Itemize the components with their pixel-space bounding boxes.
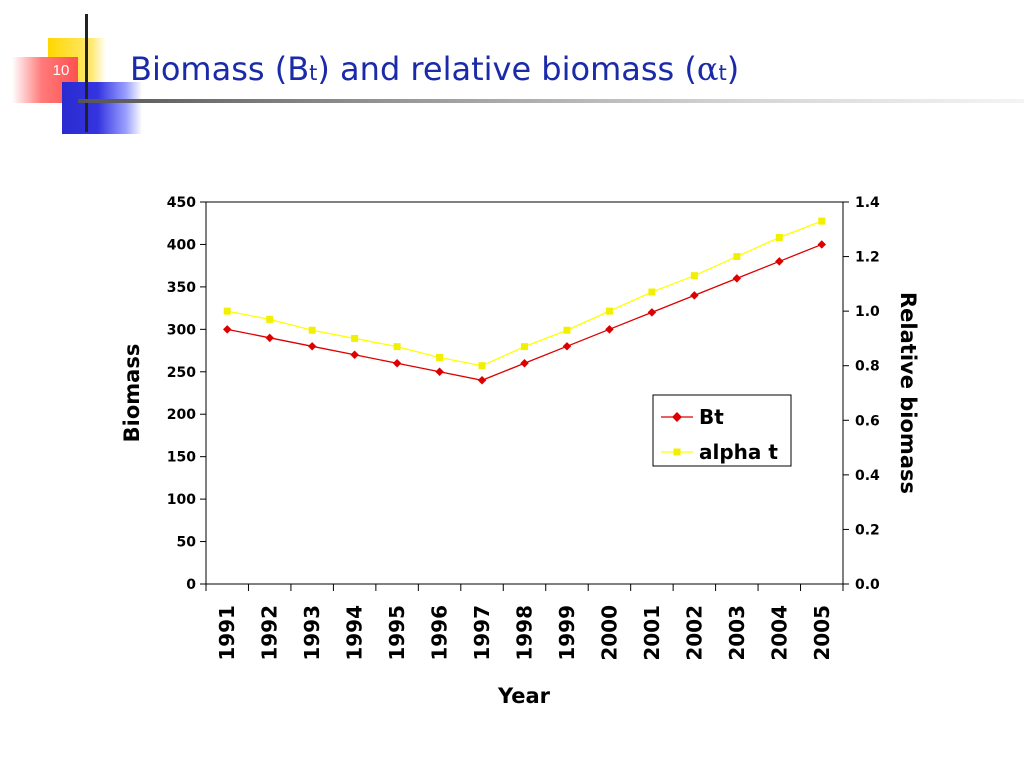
y2-tick-label: 0.6 bbox=[855, 413, 880, 429]
alpha-t-point bbox=[223, 307, 231, 315]
y-tick-label: 50 bbox=[177, 535, 197, 551]
x-tick-label: 1995 bbox=[385, 605, 409, 661]
y-tick-label: 350 bbox=[167, 280, 196, 296]
y2-tick-label: 0.8 bbox=[855, 359, 880, 375]
alpha-t-point bbox=[818, 217, 826, 225]
y2-tick-label: 0.2 bbox=[855, 522, 880, 538]
series-layer bbox=[222, 217, 827, 385]
x-tick-label: 2002 bbox=[682, 605, 706, 661]
y2-tick-label: 0.4 bbox=[855, 468, 880, 484]
alpha-t-point bbox=[605, 307, 613, 315]
y-tick-label: 300 bbox=[167, 322, 196, 338]
title-subscript-t2: t bbox=[718, 61, 727, 85]
alpha-t-point bbox=[733, 253, 741, 261]
y2-tick-label: 1.2 bbox=[855, 250, 880, 266]
alpha-t-point bbox=[308, 326, 316, 334]
alpha-t-point bbox=[775, 233, 783, 241]
alpha-t-point bbox=[478, 362, 486, 370]
x-axis: 1991 1992 1993 1994 1995 1996 1997 1998 1999 2000… bbox=[205, 584, 844, 661]
decoration-blue-square bbox=[62, 82, 142, 134]
slide-title: Biomass (Bt) and relative biomass (αt) bbox=[130, 50, 739, 88]
right-axis: 0.0 0.2 0.4 0.6 0.8 1.0 1.2 1.4 bbox=[843, 195, 880, 593]
bt-point bbox=[817, 240, 827, 249]
title-text-suffix: ) bbox=[726, 50, 740, 88]
bt-point bbox=[222, 325, 232, 334]
x-tick-label: 1999 bbox=[555, 605, 579, 661]
y-tick-label: 250 bbox=[167, 365, 196, 381]
y-tick-label: 150 bbox=[167, 450, 196, 466]
bt-point bbox=[605, 325, 614, 334]
bt-point bbox=[562, 342, 572, 351]
y-tick-label: 0 bbox=[186, 577, 196, 593]
left-axis: 0 50 100 150 200 250 300 350 400 450 bbox=[167, 195, 206, 593]
y-tick-label: 100 bbox=[167, 492, 196, 508]
legend-label-alpha: alpha t bbox=[699, 440, 778, 464]
legend-marker-alpha bbox=[673, 448, 681, 456]
bt-point bbox=[520, 359, 529, 368]
alpha-t-point bbox=[648, 288, 656, 296]
bt-point bbox=[307, 342, 317, 351]
alpha-t-point bbox=[436, 354, 444, 362]
title-alpha-symbol: α bbox=[696, 50, 719, 88]
bt-point bbox=[265, 333, 274, 343]
x-tick-label: 2005 bbox=[810, 605, 834, 661]
title-subscript-t: t bbox=[309, 61, 318, 85]
bt-point bbox=[350, 350, 359, 360]
y-tick-label: 400 bbox=[167, 237, 196, 253]
bt-point bbox=[690, 291, 699, 300]
y-axis-title: Biomass bbox=[120, 344, 144, 443]
x-tick-label: 1998 bbox=[513, 605, 537, 661]
legend-marker-bt bbox=[672, 412, 682, 422]
x-tick-label: 1991 bbox=[215, 605, 239, 661]
plot-area bbox=[205, 201, 844, 585]
bt-point bbox=[392, 359, 402, 368]
x-tick-label: 1996 bbox=[428, 605, 452, 661]
x-axis-title: Year bbox=[497, 684, 551, 708]
x-tick-label: 2003 bbox=[725, 605, 749, 661]
legend-label-bt: Bt bbox=[699, 405, 724, 429]
decoration-vertical-rule bbox=[85, 14, 88, 132]
plot-border bbox=[205, 201, 844, 585]
x-tick-label: 2004 bbox=[767, 605, 791, 661]
y-tick-label: 450 bbox=[167, 195, 196, 211]
slide-number: 10 bbox=[52, 62, 70, 79]
alpha-t-point bbox=[393, 343, 401, 351]
y-tick-label: 200 bbox=[167, 407, 196, 423]
x-tick-label: 1993 bbox=[300, 605, 324, 661]
alpha-t-point bbox=[690, 272, 698, 280]
y2-tick-label: 1.0 bbox=[855, 304, 880, 320]
alpha-t-point bbox=[521, 343, 528, 351]
y2-tick-label: 1.4 bbox=[855, 195, 880, 211]
title-text-prefix: Biomass (B bbox=[130, 50, 310, 88]
alpha-t-point bbox=[351, 334, 359, 342]
alpha-t-point bbox=[563, 326, 571, 334]
bt-point bbox=[732, 274, 742, 283]
x-tick-label: 2001 bbox=[640, 605, 664, 661]
bt-point bbox=[775, 257, 784, 266]
bt-point bbox=[477, 376, 487, 385]
y2-axis-title: Relative biomass bbox=[896, 292, 920, 494]
bt-point bbox=[435, 367, 444, 377]
title-text-middle: ) and relative biomass ( bbox=[317, 50, 697, 88]
y2-tick-label: 0.0 bbox=[855, 577, 880, 593]
bt-point bbox=[647, 308, 657, 317]
x-tick-label: 1992 bbox=[258, 605, 282, 661]
x-tick-label: 2000 bbox=[597, 605, 621, 661]
legend: Bt alpha t bbox=[652, 394, 792, 467]
x-tick-label: 1994 bbox=[343, 605, 367, 661]
decoration-horizontal-rule bbox=[78, 99, 1024, 103]
alpha-t-point bbox=[266, 315, 274, 323]
x-tick-label: 1997 bbox=[470, 605, 494, 661]
